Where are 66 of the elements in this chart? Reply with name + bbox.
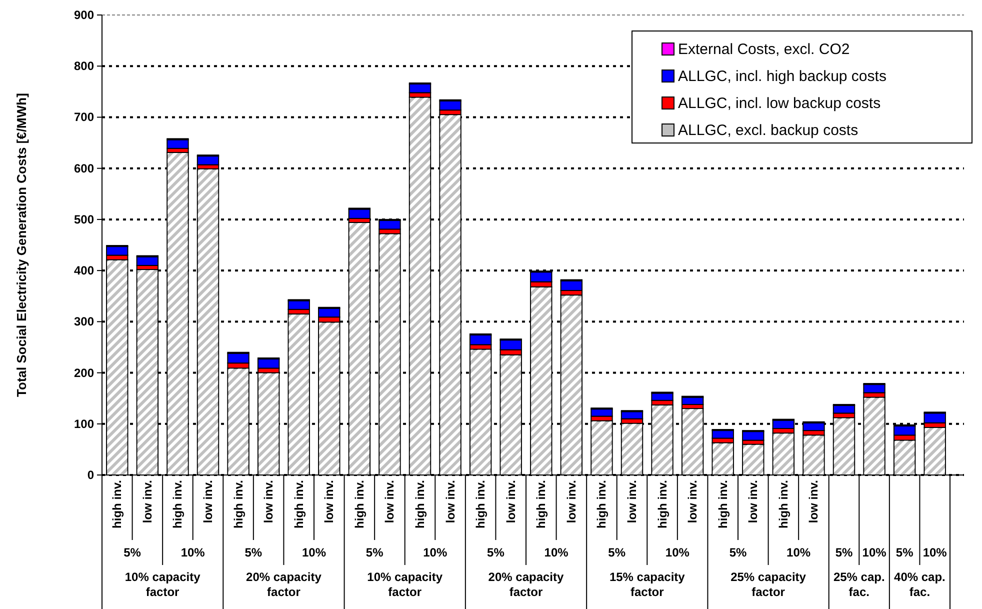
x-tick-label: high inv.: [474, 480, 488, 528]
x-tick-label: low inv.: [686, 480, 700, 524]
x-tick-label: high inv.: [594, 480, 609, 528]
text: 20% capacity factor: [246, 570, 322, 599]
x-tick-label: low inv.: [382, 480, 397, 524]
text: 40% cap. fac.: [894, 570, 946, 599]
text: 10%: [786, 546, 811, 560]
text: 10%: [862, 546, 887, 560]
bar: [439, 100, 462, 111]
x-tick-label: high inv.: [776, 480, 790, 528]
x-tick-label: low inv.: [322, 480, 336, 524]
legend-label: ALLGC, incl. high backup costs: [678, 68, 886, 85]
x-tick-label: high inv.: [352, 480, 366, 528]
text: 5%: [366, 546, 384, 560]
text: 5%: [729, 546, 747, 560]
x-tick-label: low inv.: [262, 480, 276, 524]
x-tick-label: low inv.: [201, 480, 215, 524]
y-tick-label: 700: [74, 110, 94, 124]
x-tick-label: low inv.: [564, 480, 578, 524]
y-tick-label: 200: [74, 366, 94, 380]
x-tick-label: high inv.: [655, 480, 670, 528]
text: 10%: [665, 546, 690, 560]
x-tick-label: low inv.: [625, 480, 639, 524]
text: 10%: [302, 546, 326, 560]
y-tick-label: 400: [74, 264, 94, 278]
text: 20% capacity factor: [488, 570, 564, 599]
x-tick-label: low inv.: [806, 480, 821, 524]
x-tick-label: low inv.: [746, 480, 760, 524]
text: 10%: [922, 546, 948, 560]
y-tick-label: 900: [74, 8, 94, 22]
y-tick-label: 800: [74, 59, 94, 74]
text: 5%: [896, 546, 914, 560]
x-tick-label: high inv.: [716, 480, 730, 528]
text: 10%: [180, 546, 206, 560]
text: 5%: [608, 546, 626, 560]
x-tick-label: high inv.: [413, 480, 427, 528]
text: 10% capacity factor: [124, 570, 201, 599]
y-tick-label: 0: [87, 468, 94, 482]
legend-label: ALLGC, incl. low backup costs: [678, 95, 881, 112]
x-tick-label: low inv.: [443, 480, 458, 524]
text: 25% capacity factor: [730, 570, 806, 599]
x-tick-label: high inv.: [292, 480, 306, 528]
text: 5%: [835, 546, 853, 560]
text: 5%: [124, 546, 142, 560]
text: 10% capacity factor: [367, 570, 443, 599]
y-tick-label: 600: [74, 161, 94, 176]
text: 5%: [487, 546, 505, 560]
x-tick-label: high inv.: [534, 480, 548, 528]
legend-label: ALLGC, excl. backup costs: [678, 122, 858, 139]
legend-label: External Costs, excl. CO2: [678, 41, 850, 58]
x-tick-label: high inv.: [110, 480, 124, 528]
x-tick-label: high inv.: [170, 480, 185, 528]
text: 15% capacity factor: [609, 570, 686, 599]
y-tick-label: 100: [74, 416, 94, 431]
x-tick-label: low inv.: [504, 480, 518, 524]
y-axis-title: Total Social Electricity Generation Costs [€/MWh]: [14, 93, 29, 397]
x-tick-label: high inv.: [231, 480, 246, 528]
bar: [166, 139, 189, 149]
x-tick-label: low inv.: [140, 480, 154, 524]
bar: [196, 156, 220, 166]
y-tick-label: 300: [74, 314, 94, 329]
text: 10%: [423, 546, 448, 560]
text: 5%: [244, 546, 262, 560]
y-tick-label: 500: [74, 212, 94, 226]
text: 25% cap. fac.: [833, 570, 885, 599]
text: 10%: [544, 546, 569, 560]
